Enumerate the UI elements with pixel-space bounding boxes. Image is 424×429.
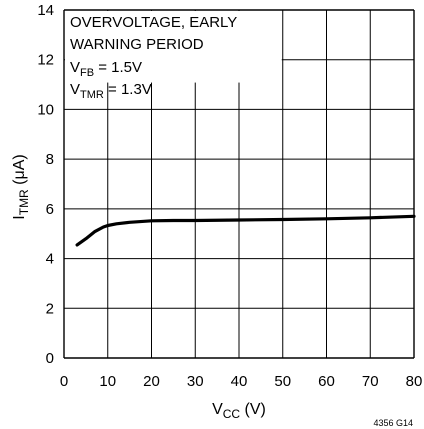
annotation-line2: WARNING PERIOD (70, 36, 204, 53)
x-tick-label: 20 (143, 373, 160, 390)
annotation-line1: OVERVOLTAGE, EARLY (70, 14, 237, 31)
y-tick-label: 12 (37, 52, 54, 69)
x-tick-labels: 0 10 20 30 40 50 60 70 80 (60, 373, 423, 390)
x-tick-label: 0 (60, 373, 68, 390)
grid (63, 9, 415, 359)
x-tick-label: 80 (406, 373, 423, 390)
x-tick-label: 50 (274, 373, 291, 390)
y-tick-labels: 0 2 4 6 8 10 12 14 (37, 2, 54, 367)
x-tick-label: 10 (99, 373, 116, 390)
y-axis-label: ITMR (μA) (11, 154, 31, 219)
y-tick-label: 10 (37, 101, 54, 118)
x-tick-label: 70 (362, 373, 379, 390)
annotation-vfb: VFB = 1.5V (70, 59, 142, 79)
annotation: OVERVOLTAGE, EARLY WARNING PERIOD VFB = … (70, 14, 237, 101)
series-line (75, 214, 416, 247)
y-tick-label: 14 (37, 2, 54, 19)
y-tick-label: 6 (46, 201, 54, 218)
x-tick-label: 30 (187, 373, 204, 390)
annotation-box (65, 11, 282, 83)
x-tick-label: 40 (231, 373, 248, 390)
y-tick-label: 2 (46, 300, 54, 317)
y-tick-label: 0 (46, 350, 54, 367)
y-tick-label: 8 (46, 151, 54, 168)
x-tick-label: 60 (318, 373, 335, 390)
x-axis-label: VCC (V) (212, 401, 266, 421)
figure-id: 4356 G14 (373, 418, 413, 428)
y-tick-label: 4 (46, 251, 54, 268)
annotation-vtmr: VTMR = 1.3V (70, 81, 152, 101)
